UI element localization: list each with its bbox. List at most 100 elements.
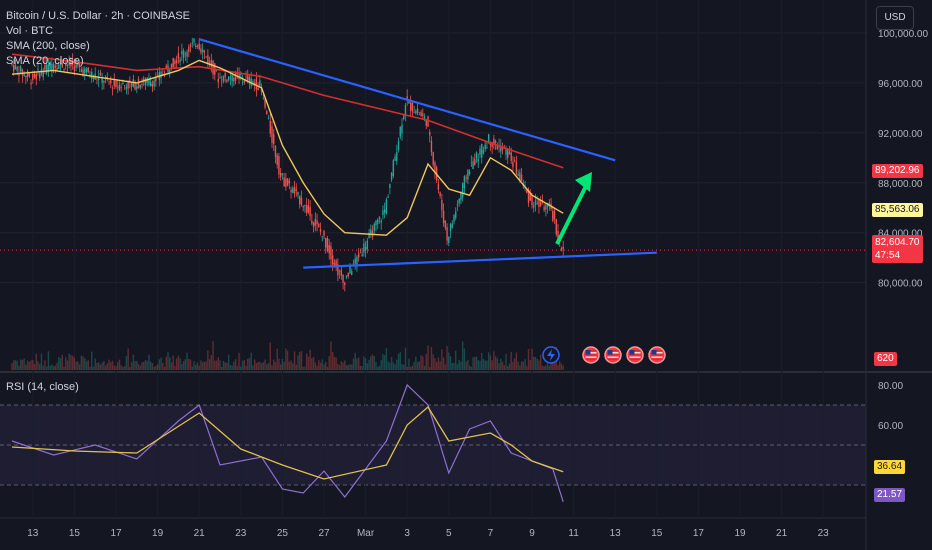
candle-body (155, 77, 157, 82)
candle-body (392, 160, 395, 177)
candle-body (467, 169, 469, 180)
candle-body (144, 79, 147, 86)
volume-bar (562, 365, 564, 370)
candle-body (122, 83, 124, 85)
candle-body (316, 220, 318, 225)
volume-bar (370, 356, 372, 370)
candle-body (512, 161, 514, 168)
volume-bar (456, 364, 459, 370)
candle-body (408, 101, 410, 104)
currency-button[interactable]: USD (876, 6, 914, 30)
volume-bar (279, 364, 282, 370)
candle-body (321, 236, 323, 238)
flag-stripe (651, 350, 663, 352)
candle-body (415, 111, 417, 114)
candle-body (44, 64, 46, 70)
candle-body (75, 64, 77, 68)
volume-bar (430, 346, 433, 370)
volume-bar (118, 359, 121, 370)
flag-stripe (651, 354, 663, 356)
volume-bar (338, 365, 341, 370)
candle-body (42, 71, 44, 78)
candle-body (366, 240, 369, 249)
volume-bar (33, 364, 36, 370)
candle-body (97, 76, 100, 81)
volume-bar (136, 360, 138, 370)
candle-body (486, 147, 488, 148)
rsi-label[interactable]: RSI (14, close) (6, 381, 79, 393)
volume-bar (276, 348, 278, 370)
volume-bar (123, 366, 126, 370)
candle-body (201, 49, 204, 53)
candle-body (234, 72, 237, 81)
volume-bar (110, 362, 112, 370)
candle-body (255, 78, 258, 90)
volume-bar (231, 365, 233, 370)
candle-body (427, 116, 429, 127)
volume-bar (21, 360, 24, 370)
volume-bar (108, 359, 110, 370)
flag-canton (629, 350, 635, 355)
volume-bar (468, 365, 471, 370)
volume-bar (330, 341, 332, 370)
volume-bar (193, 361, 195, 370)
candle-body (465, 177, 467, 179)
candle-body (418, 114, 421, 115)
candle-body (91, 71, 93, 79)
candle-body (245, 76, 247, 78)
candle-body (352, 263, 355, 265)
volume-bar (328, 356, 330, 370)
candle-body (401, 124, 403, 134)
candle-body (208, 61, 211, 62)
candle-body (292, 188, 294, 194)
candle-body (99, 72, 102, 76)
candle-body (186, 51, 188, 57)
volume-bar (401, 363, 403, 370)
candle-body (390, 172, 393, 181)
symbol-title[interactable]: Bitcoin / U.S. Dollar · 2h · COINBASE (6, 10, 190, 22)
volume-bar (475, 356, 478, 370)
rsi-tick-label: 60.00 (878, 421, 903, 432)
price-tick-label: 84,000.00 (878, 229, 923, 240)
candle-body (460, 192, 462, 201)
candle-body (189, 44, 192, 47)
volume-bar (66, 360, 69, 370)
volume-bar (65, 357, 67, 370)
volume-bar (390, 356, 393, 370)
volume-bar (63, 366, 65, 370)
candle-body (266, 110, 268, 115)
volume-bar (59, 358, 62, 370)
candle-body (453, 215, 455, 222)
volume-bar (378, 365, 381, 370)
price-tick-label: 96,000.00 (878, 79, 923, 90)
volume-bar (132, 354, 135, 370)
volume-bar (170, 362, 173, 370)
volume-bar (325, 361, 327, 370)
candle-body (127, 80, 129, 89)
volume-bar (520, 361, 523, 370)
volume-bar (366, 363, 369, 370)
candle-body (323, 230, 325, 236)
candle-body (174, 60, 176, 65)
candle-body (437, 183, 440, 190)
volume-bar (527, 348, 530, 370)
indicator-volume-label[interactable]: Vol · BTC (6, 25, 54, 37)
volume-bar (560, 363, 563, 370)
volume-bar (448, 352, 450, 370)
candle-body (35, 73, 37, 80)
candle-body (149, 81, 152, 87)
volume-bar (397, 353, 400, 370)
candle-body (169, 69, 171, 72)
candle-body (253, 82, 256, 85)
indicator-sma200-label[interactable]: SMA (200, close) (6, 40, 90, 52)
candle-body (337, 264, 339, 276)
indicator-sma20-label[interactable]: SMA (20, close) (6, 55, 84, 67)
candle-body (85, 68, 88, 73)
volume-bar (210, 355, 213, 370)
candle-body (357, 253, 360, 258)
candle-body (231, 71, 233, 82)
volume-bar (233, 361, 235, 370)
candle-body (165, 65, 167, 68)
volume-bar (179, 358, 181, 370)
